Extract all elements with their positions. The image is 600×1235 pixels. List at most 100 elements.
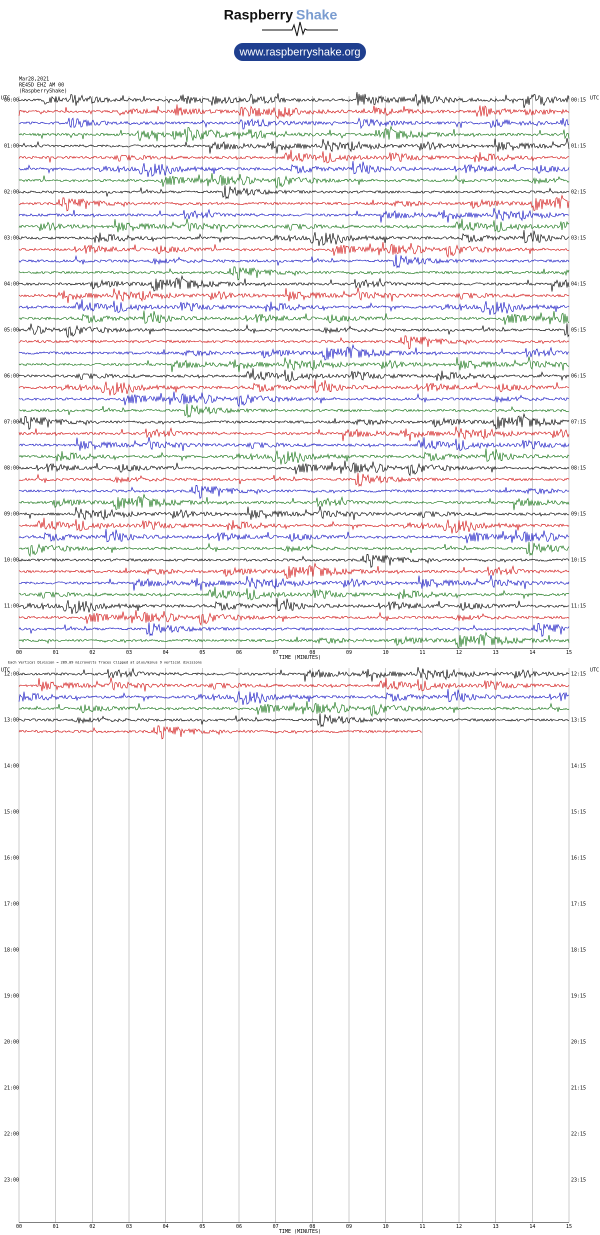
minute-label: 12 xyxy=(456,650,462,656)
minute-label: 12 xyxy=(456,1224,462,1230)
trace xyxy=(18,448,570,465)
minute-label: 10 xyxy=(383,650,389,656)
hour-right-label: 03:15 xyxy=(571,236,586,242)
trace xyxy=(18,437,570,451)
trace xyxy=(18,160,570,178)
trace xyxy=(18,194,570,212)
logo-wave xyxy=(262,21,338,37)
hour-label: 23:00 xyxy=(4,1178,19,1184)
hour-label: 15:00 xyxy=(4,810,19,816)
hour-label: 22:00 xyxy=(4,1132,19,1138)
hour-right-label: 07:15 xyxy=(571,420,586,426)
minute-label: 13 xyxy=(493,650,499,656)
trace xyxy=(18,274,570,292)
hour-right-label: 14:15 xyxy=(571,764,586,770)
trace xyxy=(18,208,570,223)
hour-label: 16:00 xyxy=(4,856,19,862)
trace xyxy=(18,104,570,120)
trace xyxy=(18,426,570,442)
trace xyxy=(18,391,570,408)
x-axis-label: TIME (MINUTES) xyxy=(279,1229,321,1235)
hour-label: 12:00 xyxy=(4,672,19,678)
trace xyxy=(18,701,570,717)
trace xyxy=(18,713,569,728)
utc-left: UTC xyxy=(1,668,10,674)
minute-label: 14 xyxy=(529,1224,535,1230)
minute-label: 00 xyxy=(16,650,22,656)
hour-right-label: 12:15 xyxy=(571,672,586,678)
url-pill[interactable] xyxy=(234,43,366,61)
trace xyxy=(18,266,570,281)
hour-right-label: 18:15 xyxy=(571,948,586,954)
trace xyxy=(18,688,569,706)
hour-right-label: 08:15 xyxy=(571,466,586,472)
hour-label: 07:00 xyxy=(4,420,19,426)
trace xyxy=(18,229,570,247)
minute-label: 04 xyxy=(163,650,169,656)
hour-label: 09:00 xyxy=(4,512,19,518)
hour-right-label: 21:15 xyxy=(571,1086,586,1092)
hour-right-label: 11:15 xyxy=(571,604,586,610)
minute-label: 04 xyxy=(163,1224,169,1230)
trace xyxy=(18,138,570,154)
trace xyxy=(18,725,423,740)
hour-right-label: 00:15 xyxy=(571,98,586,104)
minute-label: 11 xyxy=(419,1224,425,1230)
minute-label: 10 xyxy=(383,1224,389,1230)
brand-accent: Shake xyxy=(296,7,337,23)
minute-label: 08 xyxy=(309,650,315,656)
minute-label: 09 xyxy=(346,1224,352,1230)
minute-label: 05 xyxy=(199,1224,205,1230)
hour-right-label: 05:15 xyxy=(571,328,586,334)
minute-label: 13 xyxy=(493,1224,499,1230)
minute-label: 03 xyxy=(126,1224,132,1230)
trace xyxy=(18,460,570,477)
info-line: (RaspberryShake) xyxy=(19,89,67,95)
minute-label: 15 xyxy=(566,650,572,656)
minute-label: 11 xyxy=(419,650,425,656)
hour-right-label: 01:15 xyxy=(571,144,586,150)
footnote: Each Vertical Division = 289.09 microvol… xyxy=(8,661,202,665)
hour-label: 20:00 xyxy=(4,1040,19,1046)
minute-label: 14 xyxy=(529,650,535,656)
trace xyxy=(18,117,570,130)
trace xyxy=(18,254,570,269)
trace xyxy=(18,173,570,189)
hour-label: 00:00 xyxy=(4,98,19,104)
trace xyxy=(18,631,570,649)
trace xyxy=(18,299,570,316)
trace xyxy=(18,667,570,682)
hour-right-label: 06:15 xyxy=(571,374,586,380)
hour-label: 03:00 xyxy=(4,236,19,242)
hour-label: 17:00 xyxy=(4,902,19,908)
hour-label: 14:00 xyxy=(4,764,19,770)
minute-label: 01 xyxy=(53,1224,59,1230)
trace xyxy=(18,412,570,430)
hour-label: 19:00 xyxy=(4,994,19,1000)
trace xyxy=(18,622,570,637)
hour-right-label: 04:15 xyxy=(571,282,586,288)
info-line: Mar28,2021 xyxy=(19,77,49,83)
trace xyxy=(18,484,570,499)
minute-label: 00 xyxy=(16,1224,22,1230)
hour-label: 18:00 xyxy=(4,948,19,954)
minute-label: 03 xyxy=(126,650,132,656)
trace xyxy=(18,287,570,304)
hour-right-label: 19:15 xyxy=(571,994,586,1000)
url[interactable]: www.raspberryshake.org xyxy=(238,46,360,58)
minute-label: 06 xyxy=(236,650,242,656)
hour-right-label: 23:15 xyxy=(571,1178,586,1184)
hour-label: 10:00 xyxy=(4,558,19,564)
minute-label: 06 xyxy=(236,1224,242,1230)
trace xyxy=(18,575,570,591)
trace xyxy=(18,323,570,339)
minute-label: 01 xyxy=(53,650,59,656)
hour-label: 13:00 xyxy=(4,718,19,724)
trace xyxy=(18,242,570,258)
trace xyxy=(18,493,570,511)
hour-label: 04:00 xyxy=(4,282,19,288)
hour-right-label: 02:15 xyxy=(571,190,586,196)
hour-right-label: 16:15 xyxy=(571,856,586,862)
